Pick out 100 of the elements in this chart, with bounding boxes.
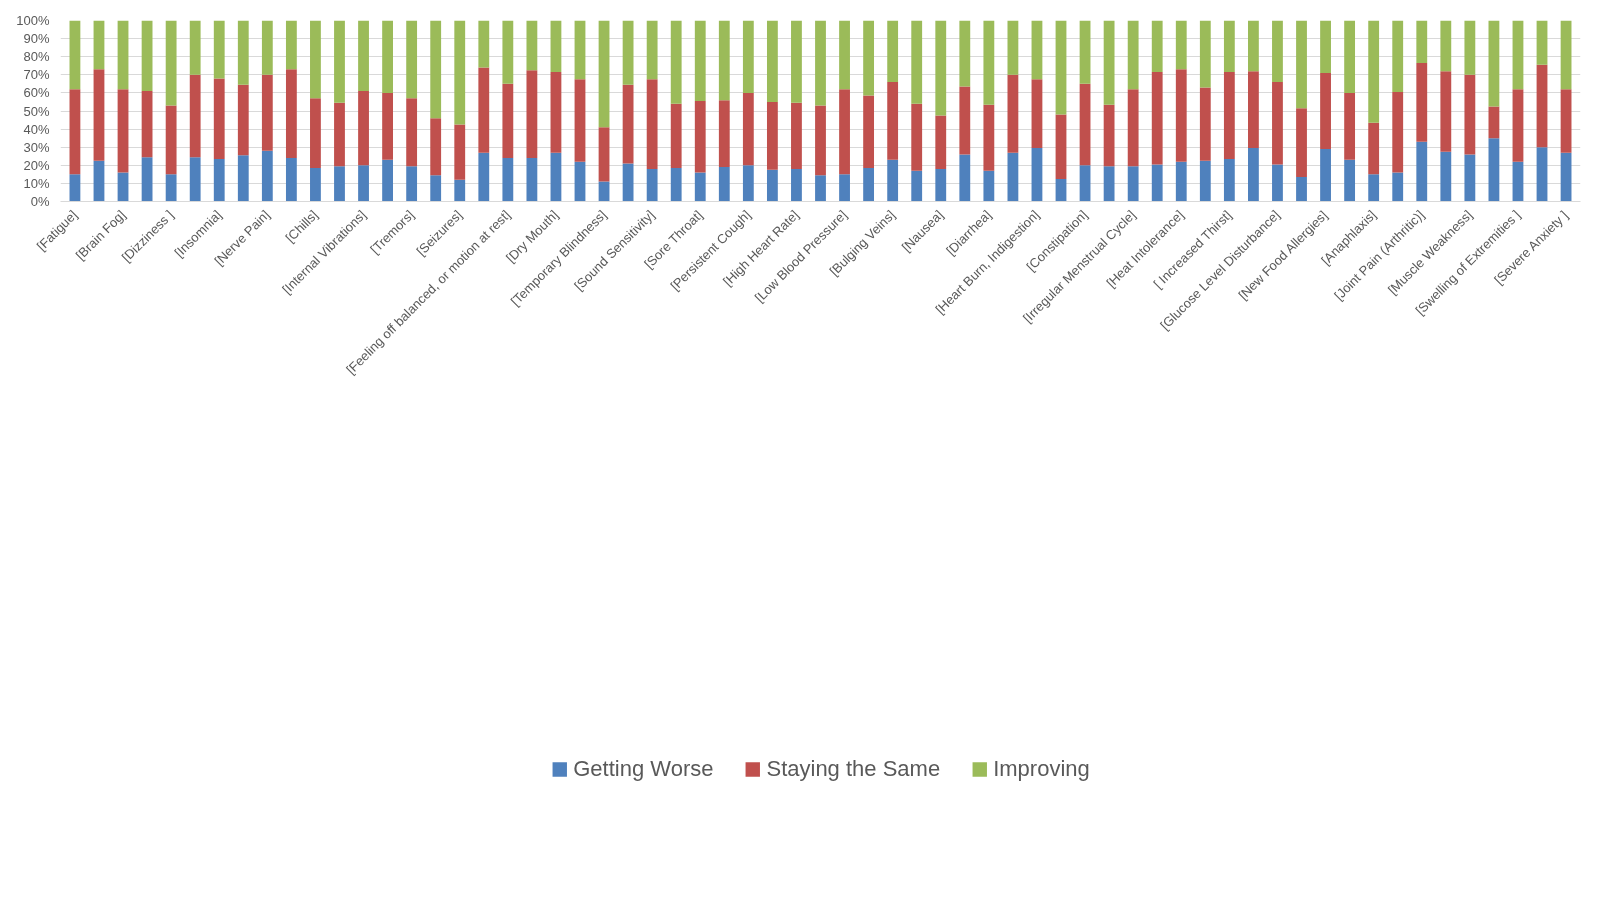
- bar: [526, 20, 538, 71]
- bar: [742, 92, 754, 166]
- bar: [1007, 152, 1019, 202]
- bar: [69, 174, 81, 202]
- legend-label: Staying the Same: [766, 755, 941, 782]
- bar: [694, 101, 706, 173]
- bar: [1031, 20, 1043, 80]
- bar: [478, 20, 490, 68]
- bar: [1055, 178, 1067, 202]
- bar: [1344, 159, 1356, 202]
- bar: [1368, 20, 1380, 123]
- y-tick-label: 80%: [23, 49, 50, 65]
- bar: [839, 174, 850, 202]
- bar: [1416, 63, 1428, 142]
- bar: [1320, 149, 1331, 202]
- bar: [935, 168, 947, 202]
- bar: [382, 20, 393, 93]
- bar: [526, 158, 538, 202]
- bar: [670, 20, 682, 104]
- bar: [1127, 20, 1139, 90]
- bar: [959, 20, 971, 87]
- bar: [285, 20, 297, 70]
- bar: [815, 105, 826, 176]
- bar: [646, 79, 658, 169]
- bar: [1488, 106, 1500, 139]
- bar: [550, 72, 562, 153]
- bar: [574, 79, 586, 162]
- bar: [1560, 89, 1572, 153]
- y-tick-label: 60%: [23, 85, 50, 101]
- bar: [382, 159, 393, 202]
- bar: [237, 84, 249, 156]
- bar: [1031, 148, 1043, 202]
- bar: [213, 20, 225, 79]
- bar: [1560, 152, 1572, 202]
- bar: [430, 175, 442, 202]
- bar: [550, 152, 562, 202]
- legend-label: Getting Worse: [573, 755, 714, 782]
- bar: [1223, 72, 1235, 159]
- bar: [1488, 138, 1500, 202]
- bar: [574, 20, 586, 80]
- bar: [358, 165, 369, 202]
- bar: [839, 89, 850, 175]
- bar: [502, 158, 514, 202]
- bar: [742, 165, 754, 202]
- bar: [478, 152, 490, 202]
- bar: [622, 20, 634, 85]
- bar: [1151, 164, 1163, 202]
- bar: [165, 20, 177, 106]
- bar: [117, 20, 129, 90]
- bar: [1536, 147, 1548, 202]
- bar: [1175, 69, 1187, 162]
- bar: [502, 20, 514, 84]
- bar: [887, 82, 899, 160]
- bar: [766, 169, 778, 202]
- bar: [935, 20, 947, 116]
- y-tick-label: 0%: [30, 194, 50, 209]
- bar: [791, 20, 802, 103]
- bar: [261, 20, 273, 75]
- bar: [815, 175, 826, 202]
- y-tick-label: 20%: [23, 157, 50, 173]
- bar: [1488, 20, 1500, 107]
- bar: [1007, 74, 1019, 153]
- bar: [1536, 20, 1548, 65]
- bar: [574, 161, 586, 202]
- bar: [1151, 20, 1163, 73]
- bar: [165, 174, 177, 202]
- bar: [69, 20, 81, 90]
- bar: [1392, 92, 1404, 173]
- bar: [1151, 72, 1163, 165]
- bar: [983, 170, 995, 202]
- bar: [742, 20, 754, 93]
- legend-label: Improving: [993, 755, 1090, 782]
- y-tick-label: 10%: [23, 175, 50, 191]
- bar: [1296, 108, 1307, 178]
- bar: [261, 74, 273, 151]
- bar: [1440, 151, 1452, 202]
- bar: [863, 168, 875, 202]
- bar: [1079, 20, 1091, 84]
- bar: [718, 100, 730, 168]
- bar: [791, 168, 802, 202]
- bar: [1272, 82, 1283, 165]
- bar: [1248, 148, 1259, 202]
- bar: [1344, 20, 1356, 93]
- bar: [1296, 20, 1307, 109]
- bar: [1464, 74, 1476, 155]
- bar: [983, 104, 995, 171]
- bar: [1560, 20, 1572, 90]
- bar: [694, 20, 706, 102]
- bar: [1103, 104, 1115, 167]
- bar: [430, 118, 442, 176]
- bar: [1272, 20, 1283, 83]
- bar: [1512, 161, 1524, 202]
- bar: [237, 20, 249, 85]
- y-tick-label: 90%: [23, 31, 50, 47]
- bar: [718, 167, 730, 202]
- y-tick-label: 100%: [16, 13, 50, 28]
- bar: [911, 20, 923, 104]
- bar: [1248, 71, 1259, 149]
- bar: [550, 20, 562, 73]
- bar: [526, 70, 538, 159]
